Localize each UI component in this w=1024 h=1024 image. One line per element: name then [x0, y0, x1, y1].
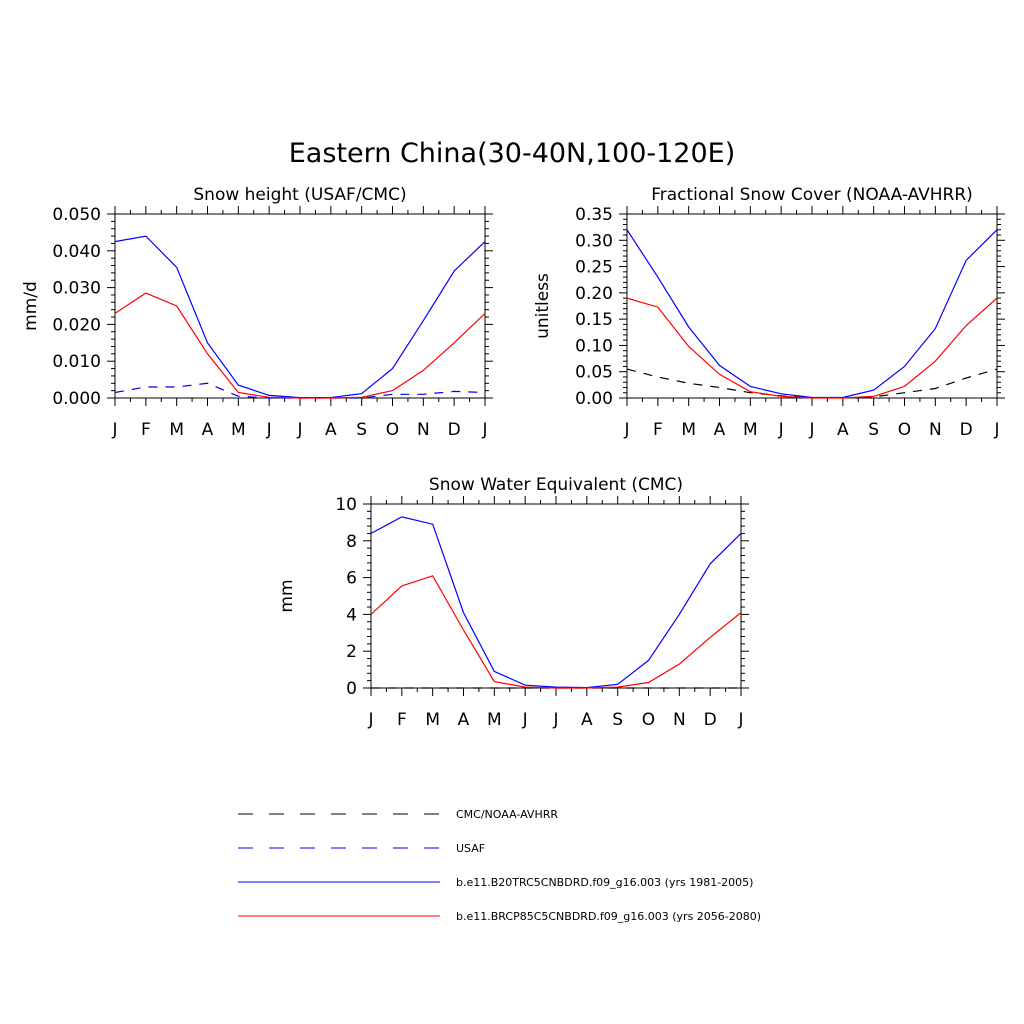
y-tick-label: 10 [335, 495, 357, 515]
y-tick-label: 0.10 [575, 336, 613, 356]
x-tick-label: D [704, 710, 717, 730]
y-tick-label: 0.05 [575, 363, 613, 383]
x-tick-label: F [397, 710, 407, 730]
chart-3: Snow Water Equivalent (CMC)mmJ F M A M J J A S O N… [277, 475, 749, 730]
y-axis-label: mm/d [21, 281, 41, 331]
chart-title: Snow Water Equivalent (CMC) [429, 475, 683, 495]
y-tick-label: 0.00 [575, 389, 613, 409]
x-tick-label: M [169, 420, 184, 440]
y-tick-label: 0.15 [575, 310, 613, 330]
y-tick-label: 0.010 [52, 352, 101, 372]
x-tick-label: D [960, 420, 973, 440]
y-tick-label: 0.000 [52, 389, 101, 409]
x-tick-label: J [552, 710, 558, 730]
chart-1: Snow height (USAF/CMC)mm/dJ F M A M J J A S O N D J0… [21, 185, 493, 440]
legend-label-2: USAF [456, 842, 485, 855]
x-tick-label: J [367, 710, 373, 730]
charts: Snow height (USAF/CMC)mm/dJ F M A M J J A S O N D J0… [21, 185, 1005, 730]
y-tick-label: 0.20 [575, 284, 613, 304]
x-tick-label: A [458, 710, 470, 730]
x-tick-label: J [993, 420, 999, 440]
x-tick-label: F [141, 420, 151, 440]
y-tick-label: 8 [346, 532, 357, 552]
y-tick-label: 6 [346, 569, 357, 589]
x-tick-label: M [743, 420, 758, 440]
x-tick-label: M [681, 420, 696, 440]
x-tick-label: O [386, 420, 399, 440]
y-tick-label: 0.020 [52, 315, 101, 335]
x-tick-label: J [737, 710, 743, 730]
x-tick-label: O [642, 710, 655, 730]
y-tick-label: 0.35 [575, 205, 613, 225]
x-tick-label: D [448, 420, 461, 440]
series-line-2 [370, 516, 742, 689]
x-tick-label: J [481, 420, 487, 440]
y-tick-label: 2 [346, 642, 357, 662]
x-tick-label: J [623, 420, 629, 440]
chart-2: Fractional Snow Cover (NOAA-AVHRR) unitle… [533, 185, 1005, 440]
x-tick-label: J [522, 710, 528, 730]
y-tick-label: 0 [346, 679, 357, 699]
y-tick-label: 0.030 [52, 279, 101, 299]
y-axis-label: unitless [533, 273, 553, 339]
x-tick-label: M [231, 420, 246, 440]
x-tick-label: A [714, 420, 726, 440]
figure-title: Eastern China(30-40N,100-120E) [289, 138, 736, 169]
x-tick-label: F [653, 420, 663, 440]
x-tick-label: S [612, 710, 623, 730]
legend: CMC/NOAA-AVHRR USAF b.e11.B20TRC5CNBDRD.f0… [238, 808, 761, 923]
x-tick-label: N [673, 710, 686, 730]
x-tick-label: J [111, 420, 117, 440]
y-tick-label: 0.30 [575, 231, 613, 251]
legend-label-4: b.e11.BRCP85C5CNBDRD.f09_g16.003 (yrs 20… [456, 910, 761, 923]
x-tick-label: J [778, 420, 784, 440]
x-tick-label: O [898, 420, 911, 440]
x-tick-label: A [202, 420, 214, 440]
x-tick-label: A [325, 420, 337, 440]
x-tick-label: J [808, 420, 814, 440]
x-tick-label: S [356, 420, 367, 440]
x-tick-label: M [425, 710, 440, 730]
x-tick-label: J [296, 420, 302, 440]
y-tick-label: 0.040 [52, 242, 101, 262]
y-tick-label: 4 [346, 605, 357, 625]
legend-label-3: b.e11.B20TRC5CNBDRD.f09_g16.003 (yrs 198… [456, 876, 753, 889]
x-tick-label: A [837, 420, 849, 440]
x-tick-label: N [929, 420, 942, 440]
series-line-3 [114, 292, 486, 399]
series-line-3 [370, 575, 742, 689]
chart-title: Snow height (USAF/CMC) [193, 185, 406, 205]
series-line-3 [626, 297, 998, 399]
y-axis-label: mm [277, 579, 297, 612]
y-tick-label: 0.050 [52, 205, 101, 225]
x-tick-label: S [868, 420, 879, 440]
legend-label-1: CMC/NOAA-AVHRR [456, 808, 558, 821]
x-tick-label: M [487, 710, 502, 730]
chart-title: Fractional Snow Cover (NOAA-AVHRR) [651, 185, 973, 205]
y-tick-label: 0.25 [575, 258, 613, 278]
x-tick-label: N [417, 420, 430, 440]
x-tick-label: J [266, 420, 272, 440]
x-tick-label: A [581, 710, 593, 730]
